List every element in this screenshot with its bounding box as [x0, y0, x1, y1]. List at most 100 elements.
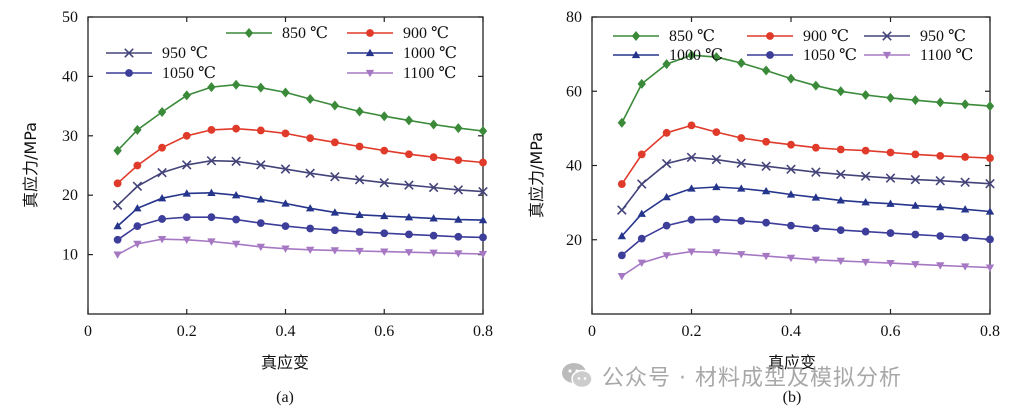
panel-a-data-point-1000 — [256, 195, 266, 203]
panel-a-data-point-900 — [355, 142, 364, 151]
panel-a-data-point-950 — [132, 181, 143, 192]
panel-a-data-point-950 — [428, 182, 439, 193]
panel-b-data-point-950 — [686, 152, 697, 163]
panel-b-data-point-1050 — [637, 234, 646, 243]
panel-b-data-point-900 — [637, 150, 646, 159]
panel-b-data-point-850 — [637, 78, 646, 89]
panel-b-data-point-900 — [762, 137, 771, 146]
panel-a-data-point-1100 — [256, 243, 266, 252]
panel-a-data-point-950 — [157, 167, 167, 178]
panel-a-y-tick-label: 20 — [62, 187, 78, 204]
panel-b-data-point-950 — [736, 158, 747, 169]
panel-a-data-point-1100 — [133, 240, 142, 249]
panel-a-data-point-1050 — [454, 232, 463, 241]
panel-b-data-point-950 — [661, 158, 672, 169]
panel-a-data-point-1000 — [157, 193, 167, 202]
panel-a-series-line-1100 — [117, 238, 484, 256]
panel-a-data-point-850 — [454, 123, 463, 134]
panel-a-data-point-1050 — [158, 215, 166, 223]
panel-b-data-point-850 — [861, 89, 870, 100]
panel-a-data-point-1050 — [182, 213, 191, 222]
panel-b-data-point-900 — [836, 145, 845, 154]
panel-b-series-900 — [617, 121, 994, 188]
panel-b-data-point-850 — [886, 92, 895, 103]
panel-b-data-point-1000 — [936, 202, 945, 211]
panel-a-data-point-1100 — [404, 249, 414, 257]
panel-a-data-point-900 — [182, 131, 191, 140]
panel-b-data-point-900 — [861, 146, 870, 155]
panel-b-series-line-1050 — [621, 218, 991, 256]
panel-b-data-point-1100 — [811, 256, 821, 264]
panel-b-data-point-1050 — [617, 251, 626, 260]
panel-b-data-point-1100 — [861, 258, 870, 267]
panel-b-data-point-1000 — [836, 196, 845, 204]
panel-b-data-point-850 — [662, 59, 671, 70]
panel-a-x-tick-label: 0.6 — [374, 323, 394, 340]
panel-a-data-point-850 — [281, 87, 290, 98]
panel-b-data-point-1000 — [737, 184, 746, 192]
panel-a-data-point-850 — [305, 93, 315, 104]
panel-b-data-point-1100 — [985, 264, 995, 272]
panel-b-data-point-1100 — [637, 259, 646, 267]
panel-a-y-tick-label: 30 — [62, 128, 78, 145]
panel-a-data-point-950 — [354, 174, 365, 185]
panel-b-x-tick-label: 0.2 — [682, 323, 702, 340]
panel-a-data-point-900 — [405, 150, 413, 159]
panel-b-data-point-850 — [687, 50, 696, 61]
panel-a-data-point-950 — [206, 155, 217, 166]
panel-a-series-line-1000 — [117, 191, 484, 227]
panel-a-data-point-950 — [305, 168, 315, 178]
panel-a-series-line-850 — [117, 83, 484, 152]
panel-b-data-point-900 — [687, 121, 696, 130]
panel-a-data-point-1050 — [281, 222, 290, 230]
panel-b-legend-label-1000: 1000 ℃ — [669, 47, 723, 64]
panel-b-series-1050 — [617, 215, 994, 260]
panel-b-x-tick-label: 0 — [588, 323, 596, 340]
panel-b-y-tick-label: 40 — [566, 158, 582, 175]
panel-a-data-point-1100 — [429, 249, 438, 258]
panel-b-data-point-1000 — [761, 186, 771, 195]
panel-b-data-point-850 — [936, 97, 945, 108]
panel-a-data-point-1100 — [478, 250, 488, 259]
panel-a-data-point-950 — [478, 186, 488, 197]
panel-b-series-1000 — [617, 182, 995, 240]
panel-a-data-point-950 — [256, 160, 266, 170]
chart-panel-b: 0 0.2 0.4 0.6 0.8 20 40 60 80 真应力/MPa 真应变 (b) 850 ℃ 9… — [527, 9, 1000, 406]
wechat-icon — [562, 363, 593, 389]
panel-a-data-point-1050 — [256, 219, 265, 228]
panel-b-data-point-850 — [960, 99, 970, 110]
panel-a-data-point-1050 — [113, 235, 122, 244]
panel-a-data-point-1050 — [133, 222, 142, 230]
panel-b-data-point-1100 — [617, 272, 627, 281]
panel-b-data-point-900 — [986, 154, 994, 162]
panel-a-series-1050 — [113, 213, 487, 244]
panel-a-data-point-1000 — [454, 215, 463, 223]
panel-b-data-point-900 — [936, 151, 945, 160]
panel-b-x-tick-label: 0.4 — [781, 323, 801, 340]
panel-b-y-axis-title: 真应力/MPa — [527, 132, 546, 218]
panel-b-panel-label: (b) — [783, 389, 802, 406]
panel-a-data-point-900 — [207, 125, 216, 134]
panel-a-data-point-900 — [281, 129, 290, 138]
panel-b-data-point-850 — [737, 58, 746, 69]
panel-b-x-axis-title: 真应变 — [768, 353, 816, 372]
panel-b-legend-marker-1000 — [631, 50, 641, 59]
panel-b-data-point-1000 — [811, 193, 821, 201]
panel-a-data-point-1050 — [330, 226, 339, 235]
panel-a-data-point-1050 — [232, 215, 241, 224]
panel-a-data-point-950 — [404, 180, 414, 190]
panel-a-data-point-900 — [479, 158, 487, 167]
panel-a-legend-marker-1000 — [365, 48, 375, 57]
panel-a-data-point-950 — [181, 160, 192, 170]
panel-b-legend-marker-1100 — [882, 51, 892, 60]
panel-b-data-point-950 — [636, 179, 647, 189]
panel-a-data-point-850 — [355, 106, 364, 117]
panel-b-data-point-1100 — [911, 261, 920, 269]
panel-a-series-850 — [113, 79, 488, 156]
panel-a-data-point-1000 — [478, 215, 488, 224]
panel-b-data-point-950 — [910, 174, 921, 185]
panel-a-data-point-1100 — [231, 240, 241, 249]
panel-a-data-point-1100 — [207, 238, 216, 246]
panel-a-data-point-1000 — [281, 199, 290, 207]
panel-b-data-point-900 — [662, 128, 671, 137]
